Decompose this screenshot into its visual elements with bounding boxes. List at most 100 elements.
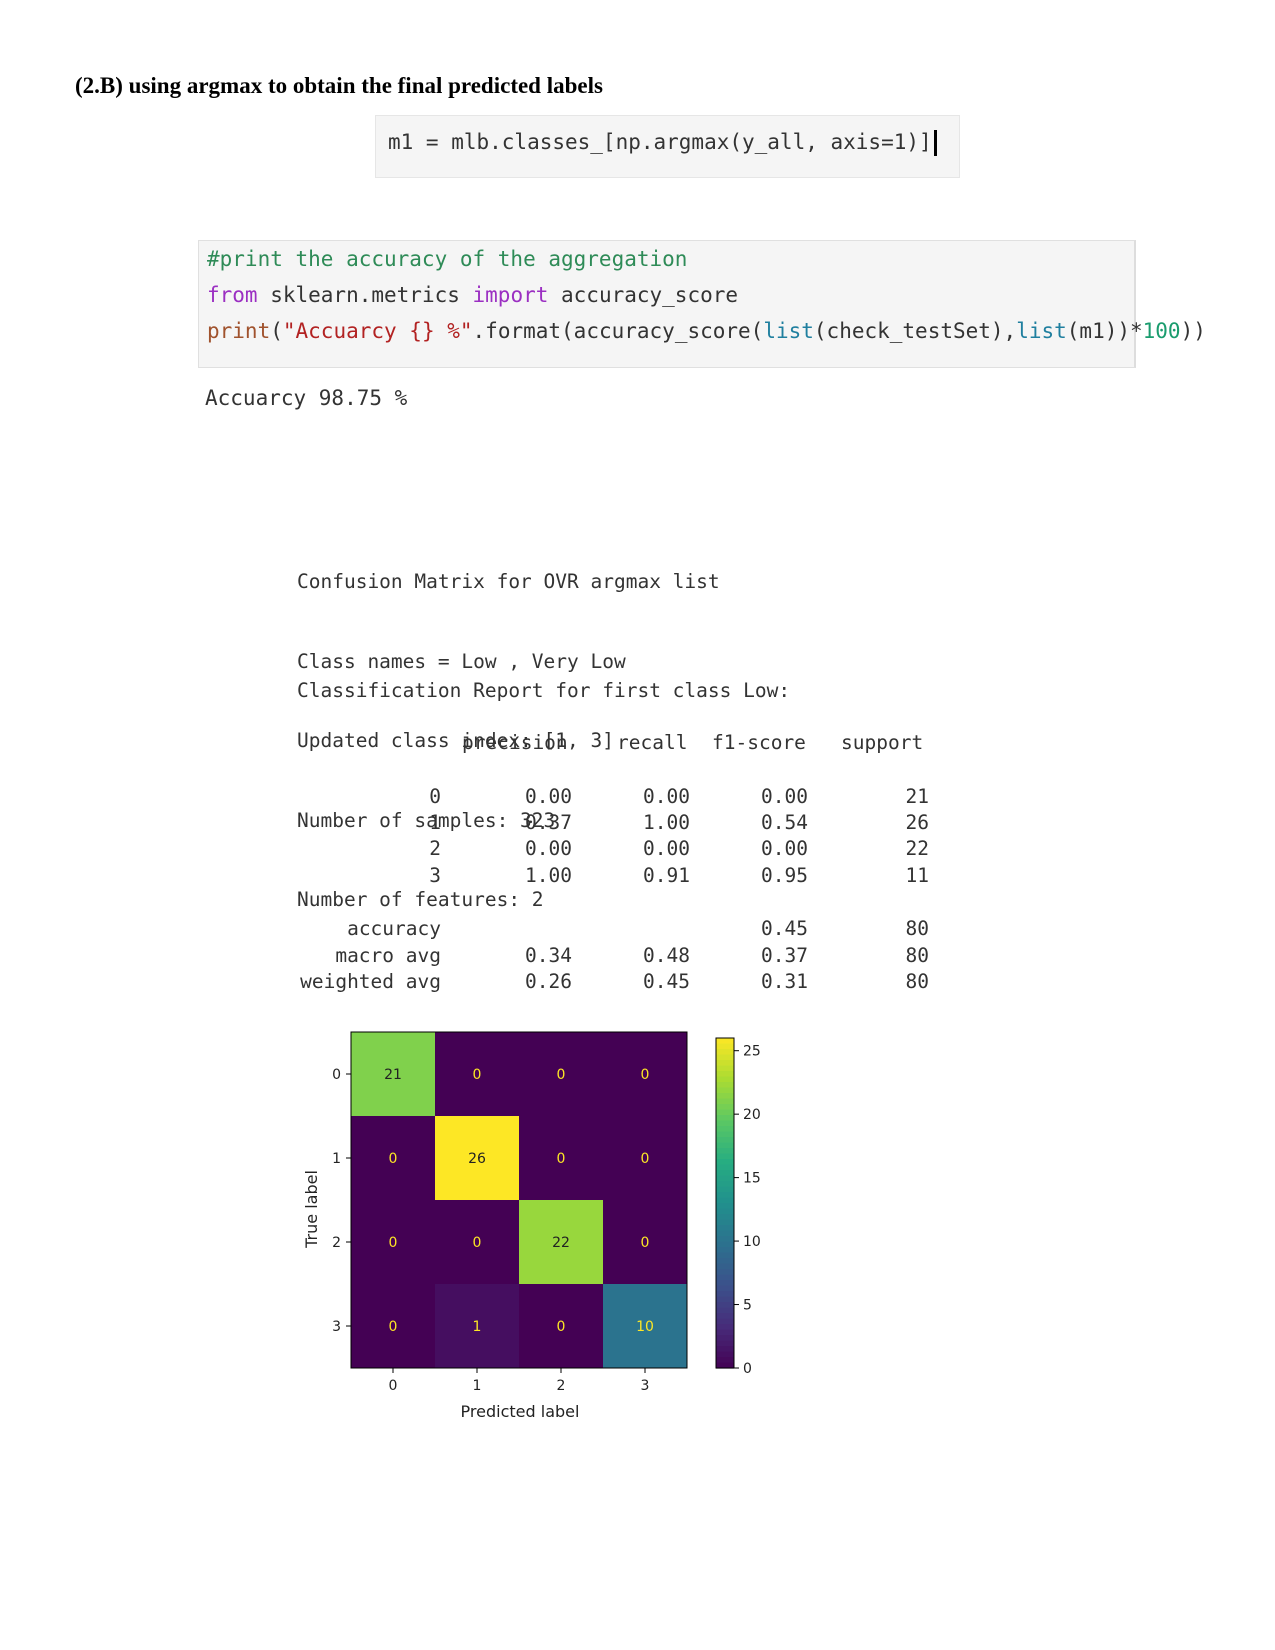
- colorbar-segment: [716, 1126, 734, 1133]
- code-text: m1 = mlb.classes_[np.argmax(y_all, axis=…: [388, 130, 932, 154]
- code-comment: #print the accuracy of the aggregation: [207, 247, 688, 271]
- code-line-1: #print the accuracy of the aggregation: [207, 247, 687, 271]
- report-row-label: 0: [429, 785, 441, 808]
- colorbar-tick-label: 5: [743, 1298, 752, 1314]
- colorbar-segment: [716, 1186, 734, 1193]
- string-literal: "Accuarcy {} %": [282, 319, 473, 343]
- colorbar-segment: [716, 1285, 734, 1292]
- matrix-cell: [519, 1200, 603, 1284]
- report-f1: 0.37: [761, 944, 808, 967]
- report-summary-label: weighted avg: [300, 970, 441, 993]
- colorbar-segment: [716, 1362, 734, 1369]
- colorbar-segment: [716, 1087, 734, 1094]
- matrix-cell: [351, 1032, 435, 1116]
- cell-value: 0: [473, 1067, 482, 1083]
- colorbar-segment: [716, 1043, 734, 1050]
- colorbar-segment: [716, 1208, 734, 1215]
- code-punct: )): [1180, 319, 1206, 343]
- code-text: (check_testSet),: [813, 319, 1017, 343]
- keyword-from: from: [207, 283, 258, 307]
- report-f1: 0.00: [761, 837, 808, 860]
- matrix-cell: [435, 1284, 519, 1368]
- matrix-frame: [350, 1031, 688, 1369]
- x-tick-label: 0: [389, 1378, 398, 1394]
- report-precision: 0.37: [525, 811, 572, 834]
- code-line-3: print("Accuarcy {} %".format(accuracy_sc…: [207, 319, 1206, 343]
- colorbar-segment: [716, 1313, 734, 1320]
- cell-value: 26: [468, 1151, 486, 1167]
- colorbar-tick-label: 0: [743, 1361, 752, 1377]
- colorbar-segment: [716, 1104, 734, 1111]
- colorbar-segment: [716, 1291, 734, 1298]
- colorbar-segment: [716, 1296, 734, 1303]
- cell-value: 0: [557, 1319, 566, 1335]
- y-tick-label: 3: [332, 1319, 341, 1335]
- text-cursor: [933, 130, 937, 156]
- y-tick-label: 2: [332, 1235, 341, 1251]
- colorbar-segment: [716, 1230, 734, 1237]
- cell-value: 22: [552, 1235, 570, 1251]
- colorbar-segment: [716, 1131, 734, 1138]
- report-support: 26: [905, 811, 929, 834]
- colorbar-segment: [716, 1054, 734, 1061]
- matrix-cell: [435, 1032, 519, 1116]
- x-axis-label: Predicted label: [461, 1402, 580, 1421]
- colorbar-tick-label: 20: [743, 1107, 761, 1123]
- matrix-cell: [603, 1284, 687, 1368]
- report-recall: 0.00: [643, 837, 690, 860]
- colorbar-segment: [716, 1164, 734, 1171]
- cell-value: 0: [641, 1067, 650, 1083]
- colorbar-segment: [716, 1093, 734, 1100]
- colorbar-segment: [716, 1148, 734, 1155]
- header-recall: recall: [617, 731, 688, 754]
- x-tick-label: 2: [557, 1378, 566, 1394]
- colorbar-segment: [716, 1170, 734, 1177]
- matrix-cell: [519, 1032, 603, 1116]
- cell-value: 0: [557, 1067, 566, 1083]
- colorbar-segment: [716, 1252, 734, 1259]
- colorbar-segment: [716, 1076, 734, 1083]
- colorbar-segment: [716, 1181, 734, 1188]
- report-recall: 0.00: [643, 785, 690, 808]
- report-support: 21: [905, 785, 929, 808]
- report-f1: 0.45: [761, 917, 808, 940]
- info-line: Number of samples: 323: [297, 808, 556, 832]
- report-recall: 0.48: [643, 944, 690, 967]
- cell-value: 0: [473, 1235, 482, 1251]
- report-recall: 0.45: [643, 970, 690, 993]
- colorbar-segment: [716, 1274, 734, 1281]
- header-precision: precision: [462, 731, 568, 754]
- colorbar-segment: [716, 1159, 734, 1166]
- info-line: Number of features: 2: [297, 888, 544, 911]
- y-tick-label: 0: [332, 1067, 341, 1083]
- colorbar-segment: [716, 1082, 734, 1089]
- code-cell-argmax[interactable]: m1 = mlb.classes_[np.argmax(y_all, axis=…: [375, 115, 960, 178]
- report-f1: 0.54: [761, 811, 808, 834]
- colorbar-segment: [716, 1219, 734, 1226]
- matrix-cell: [435, 1200, 519, 1284]
- code-line: m1 = mlb.classes_[np.argmax(y_all, axis=…: [388, 130, 937, 156]
- report-precision: 0.34: [525, 944, 572, 967]
- colorbar-frame: [715, 1037, 735, 1369]
- colorbar: 0 5 10 15 20 25: [715, 1037, 761, 1377]
- matrix-cell: [519, 1116, 603, 1200]
- builtin-list: list: [1016, 319, 1067, 343]
- info-line: Updated class index: [1, 3]: [297, 729, 614, 752]
- x-tick-label: 3: [641, 1378, 650, 1394]
- colorbar-segment: [716, 1263, 734, 1270]
- colorbar-segment: [716, 1351, 734, 1358]
- colorbar-segment: [716, 1329, 734, 1336]
- code-cell-accuracy[interactable]: #print the accuracy of the aggregation f…: [198, 240, 1206, 368]
- cell-value: 0: [389, 1235, 398, 1251]
- colorbar-segment: [716, 1142, 734, 1149]
- report-precision: 0.26: [525, 970, 572, 993]
- colorbar-segment: [716, 1335, 734, 1342]
- code-text: .format(accuracy_score(: [472, 319, 764, 343]
- cell-value: 1: [473, 1319, 482, 1335]
- colorbar-segment: [716, 1153, 734, 1160]
- report-row-label: 3: [429, 864, 441, 887]
- report-precision: 0.00: [525, 785, 572, 808]
- code-line-2: from sklearn.metrics import accuracy_sco…: [207, 283, 738, 307]
- colorbar-tick-label: 25: [743, 1044, 761, 1060]
